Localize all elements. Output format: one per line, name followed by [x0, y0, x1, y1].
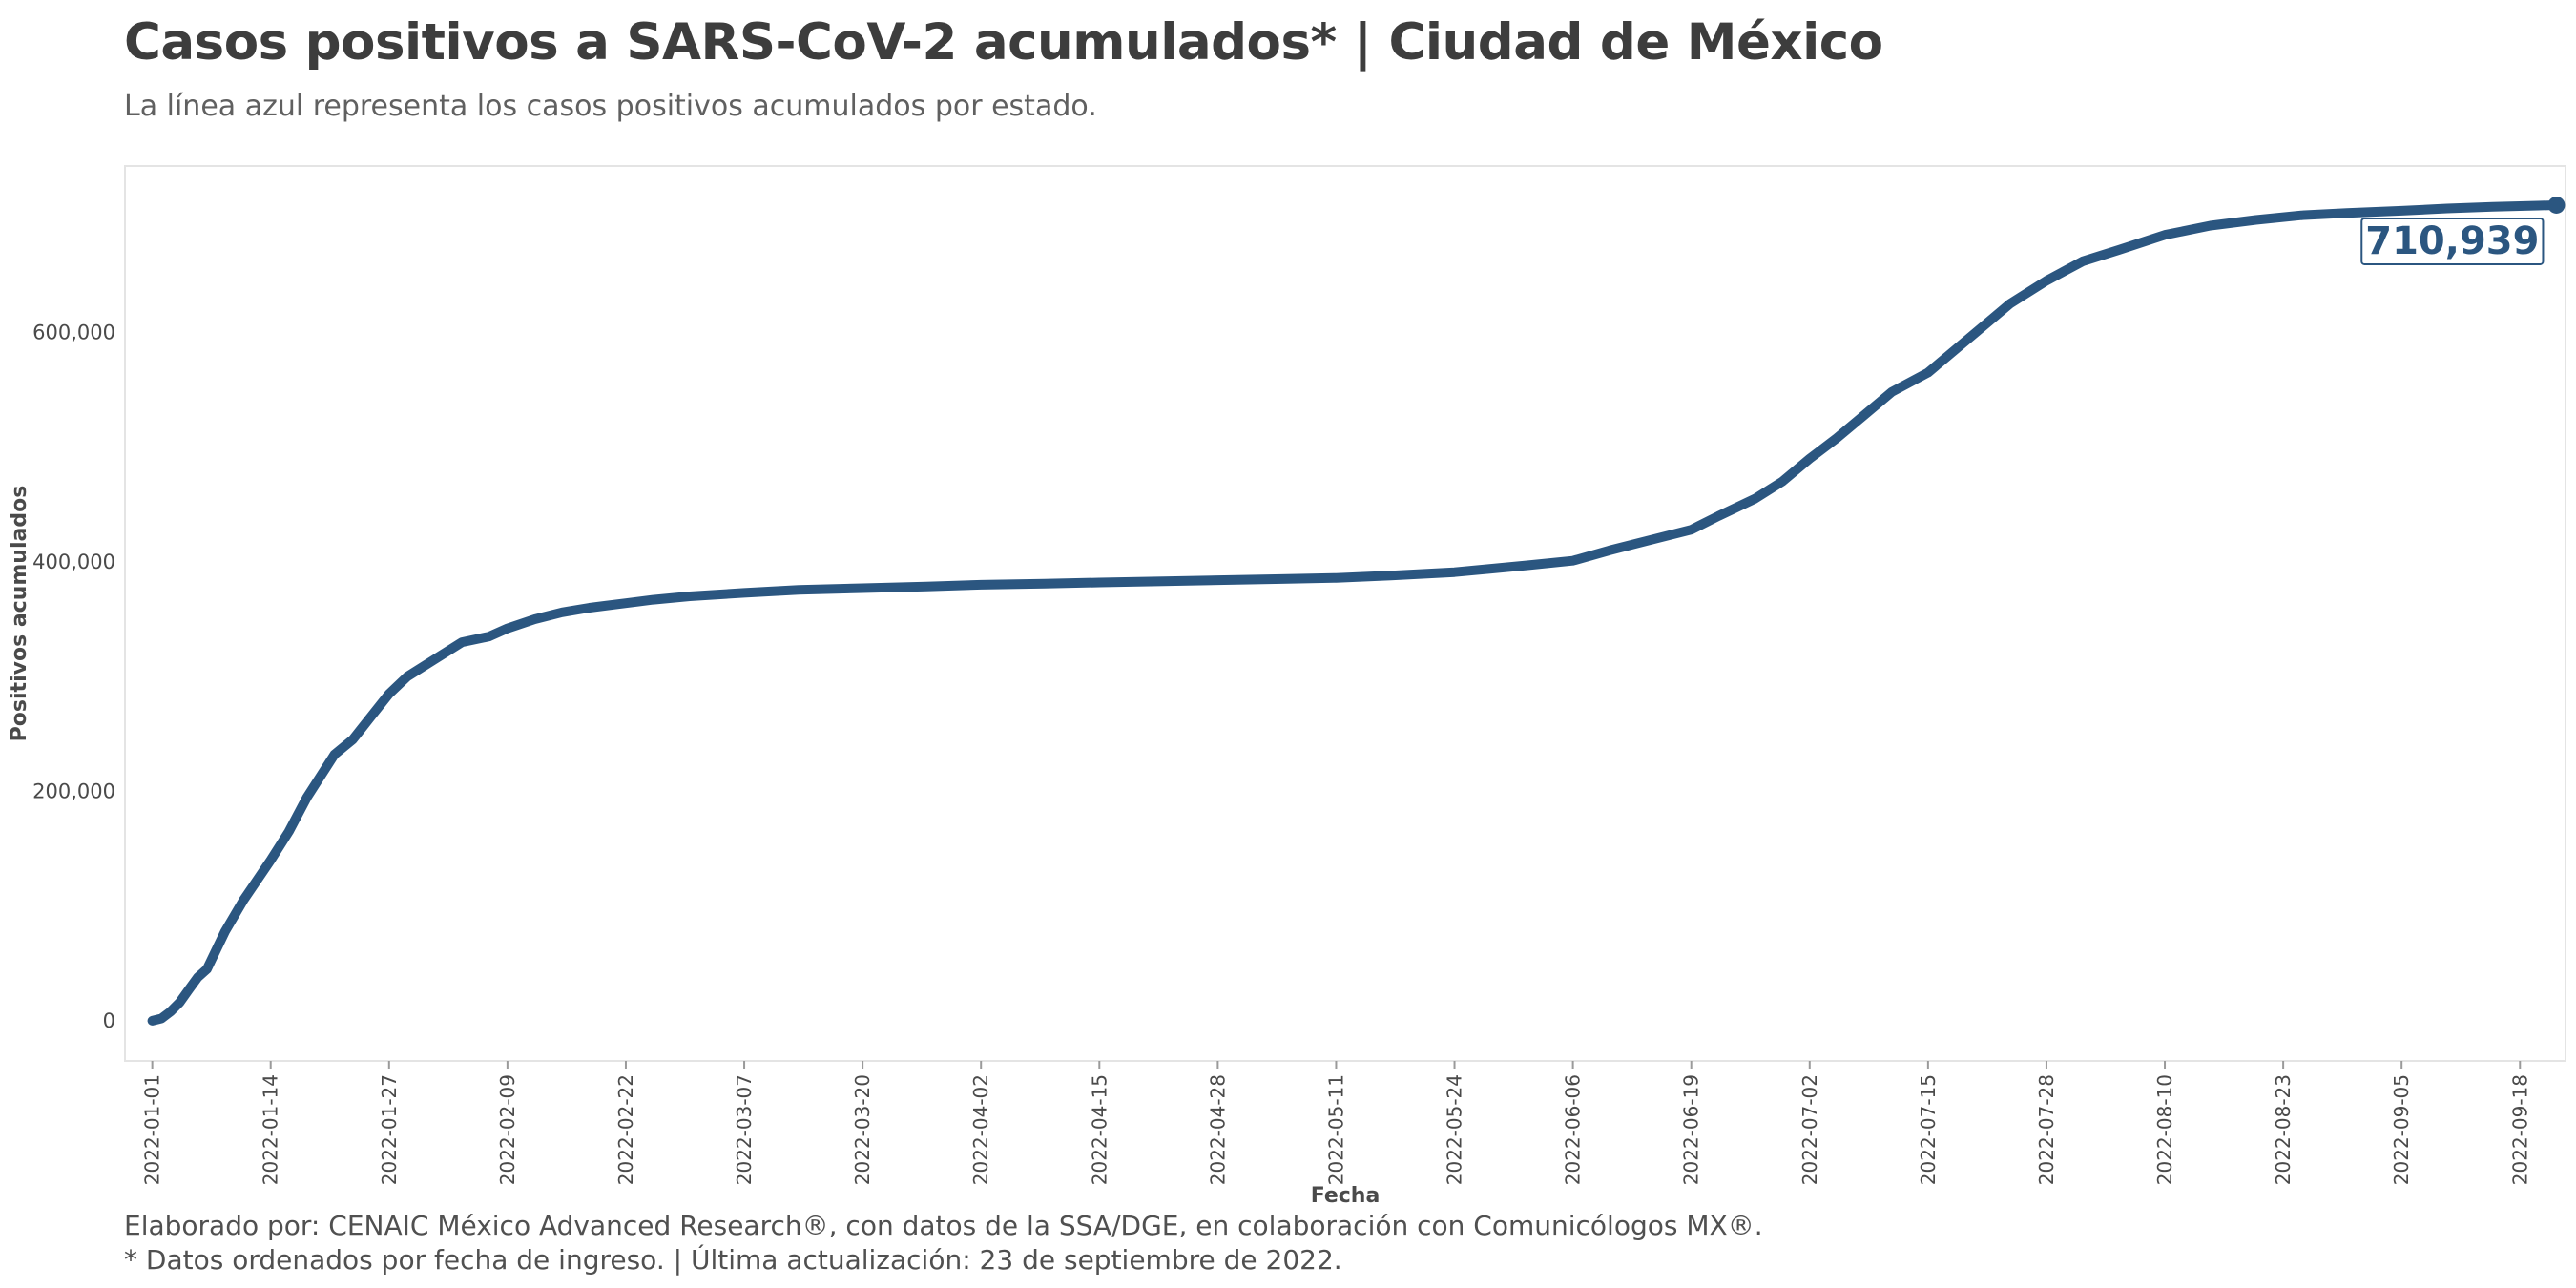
footnote-caption: * Datos ordenados por fecha de ingreso. … [124, 1244, 1342, 1276]
x-tick-label: 2022-04-28 [1206, 1074, 1229, 1185]
last-value-label: 710,939 [2360, 217, 2545, 265]
x-tick-label: 2022-03-20 [851, 1074, 874, 1185]
x-tick-label: 2022-07-02 [1798, 1074, 1821, 1185]
x-tick-label: 2022-09-18 [2508, 1074, 2531, 1185]
x-tick-label: 2022-06-06 [1562, 1074, 1585, 1185]
y-tick-label: 600,000 [32, 321, 115, 343]
x-tick-label: 2022-01-27 [378, 1074, 401, 1185]
x-tick-label: 2022-02-22 [614, 1074, 637, 1185]
x-axis: 2022-01-01 2022-01-14 2022-01-27 2022-02-09… [141, 1061, 2531, 1185]
plot-panel [124, 165, 2566, 1062]
last-data-point [2547, 196, 2566, 214]
x-tick-label: 2022-05-11 [1324, 1074, 1347, 1185]
source-caption: Elaborado por: CENAIC México Advanced Re… [124, 1210, 1763, 1241]
y-tick-label: 200,000 [32, 779, 115, 802]
y-tick-label: 400,000 [32, 551, 115, 573]
last-value-label-text: 710,939 [2365, 219, 2539, 263]
x-axis-title: Fecha [1311, 1184, 1381, 1208]
last-value-label-box [2360, 217, 2545, 265]
x-tick-label: 2022-05-24 [1444, 1074, 1466, 1185]
y-axis: 0 200,000 400,000 600,000 [32, 321, 115, 1032]
x-tick-label: 2022-06-19 [1680, 1074, 1703, 1185]
chart-subtitle: La línea azul representa los casos posit… [124, 90, 1097, 123]
x-tick-label: 2022-07-15 [1917, 1074, 1940, 1185]
x-tick-label: 2022-01-14 [260, 1074, 282, 1185]
y-axis-title: Positivos acumulados [8, 486, 31, 742]
chart-title: Casos positivos a SARS-CoV-2 acumulados*… [124, 13, 1883, 72]
x-tick-label: 2022-04-15 [1088, 1074, 1111, 1185]
x-tick-label: 2022-09-05 [2390, 1074, 2413, 1185]
cumulative-cases-line [147, 200, 2562, 1026]
x-tick-label: 2022-03-07 [733, 1074, 756, 1185]
x-tick-label: 2022-08-23 [2272, 1074, 2295, 1185]
x-tick-label: 2022-07-28 [2035, 1074, 2058, 1185]
y-tick-label: 0 [103, 1009, 115, 1032]
x-tick-label: 2022-08-10 [2153, 1074, 2176, 1185]
x-tick-label: 2022-02-09 [496, 1074, 519, 1185]
x-tick-label: 2022-04-02 [969, 1074, 992, 1185]
x-tick-label: 2022-01-01 [141, 1074, 164, 1185]
